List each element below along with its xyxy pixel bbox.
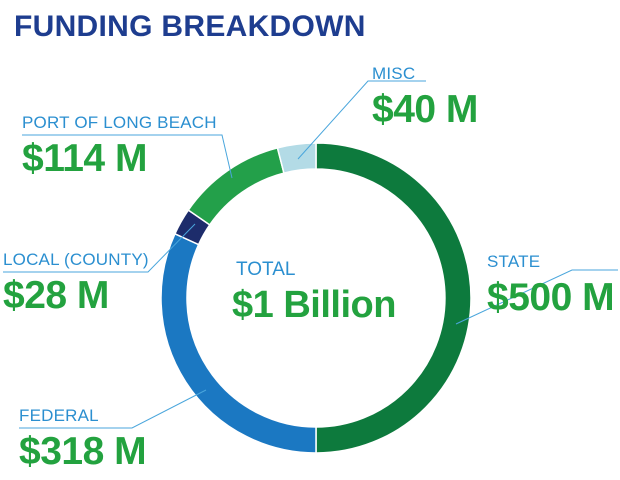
leader-line-misc xyxy=(297,80,426,160)
slice-port-of-long-beach xyxy=(187,146,285,226)
label-state: STATE xyxy=(487,252,541,271)
total-value: $1 Billion xyxy=(232,284,396,326)
leader-line-local-county xyxy=(3,223,196,273)
chart-title: FUNDING BREAKDOWN xyxy=(14,10,366,43)
leader-line-state xyxy=(455,269,618,325)
leader-line-port-of-long-beach xyxy=(22,134,233,179)
slice-misc xyxy=(276,142,317,174)
value-port-of-long-beach: $114 M xyxy=(22,137,147,180)
label-local-county: LOCAL (COUNTY) xyxy=(3,250,149,269)
label-port-of-long-beach: PORT OF LONG BEACH xyxy=(22,113,217,132)
leader-line-federal xyxy=(19,389,207,429)
total-label: TOTAL xyxy=(236,259,296,280)
value-federal: $318 M xyxy=(19,430,147,473)
value-misc: $40 M xyxy=(372,88,478,131)
label-misc: MISC xyxy=(372,64,416,83)
value-local-county: $28 M xyxy=(3,274,109,317)
label-federal: FEDERAL xyxy=(19,406,99,425)
value-state: $500 M xyxy=(487,276,615,319)
